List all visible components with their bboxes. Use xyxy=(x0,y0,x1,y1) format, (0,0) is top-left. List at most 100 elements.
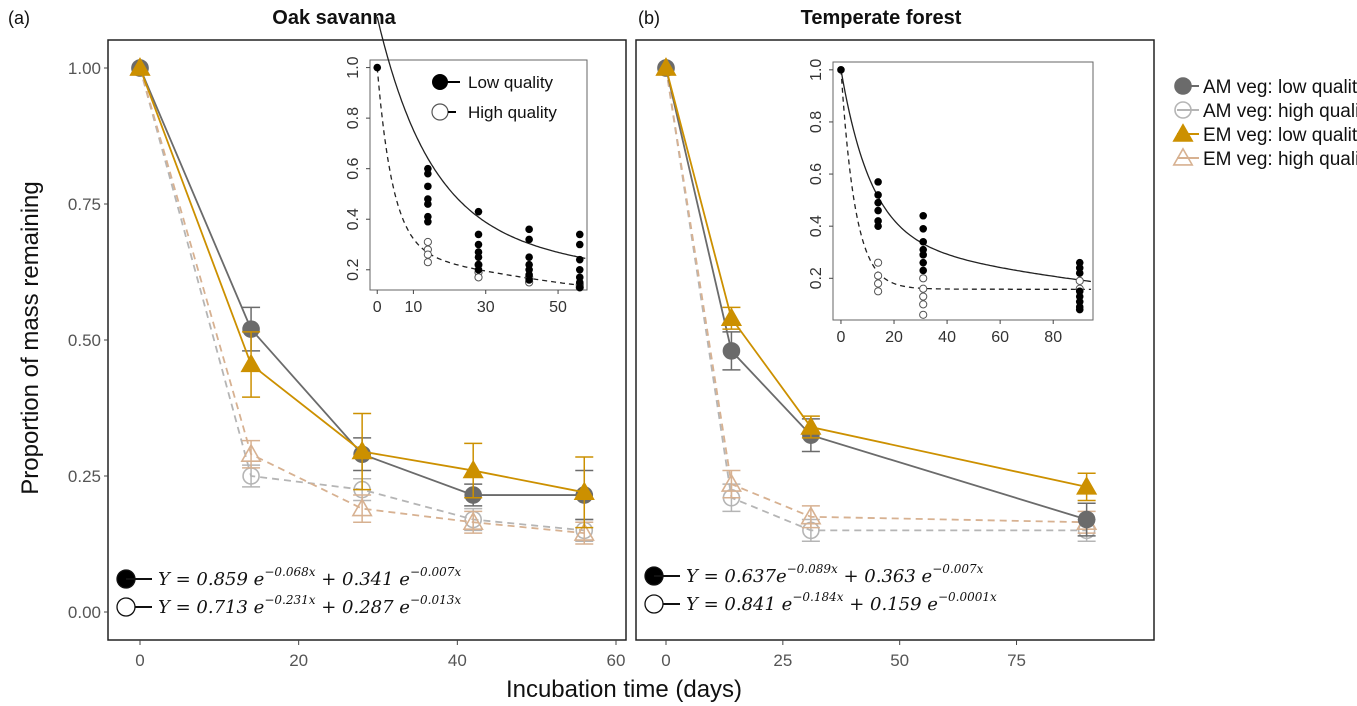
inset-high-point xyxy=(874,279,883,288)
inset-low-point xyxy=(919,238,928,246)
inset-low-fit-curve xyxy=(840,69,1091,283)
inset-low-point xyxy=(373,63,382,72)
inset-low-point xyxy=(474,240,483,249)
fit-equation: Y = 0.859 e−0.068x + 0.341 e−0.007x xyxy=(158,565,461,590)
legend-marker xyxy=(1172,147,1194,166)
equation-exponent: −0.007x xyxy=(410,565,461,579)
inset-low-point xyxy=(919,258,928,267)
inset-x-tick-label: 20 xyxy=(885,329,903,346)
inset-low-point xyxy=(474,207,483,216)
inset-y-tick-label: 0.6 xyxy=(345,157,362,179)
inset-low-point xyxy=(874,206,882,215)
inset-x-tick-label: 60 xyxy=(991,329,1009,346)
inset-high-point xyxy=(1075,276,1084,286)
inset-x-tick-label: 50 xyxy=(549,299,567,316)
x-tick-label: 25 xyxy=(773,651,792,670)
data-point xyxy=(351,440,373,460)
inset-y-tick-label: 0.4 xyxy=(808,215,825,237)
inset-low-point xyxy=(1075,258,1084,267)
panel-oak-savanna: (a) Oak savanna 0.000.250.500.751.00 0 20… xyxy=(8,7,627,670)
inset-y-tick-label: 0.2 xyxy=(808,267,825,289)
x-tick-label: 50 xyxy=(890,651,909,670)
inset-low-point xyxy=(424,182,432,191)
series-line xyxy=(665,67,1087,532)
legend-label: AM veg: low quality xyxy=(1203,77,1357,98)
panel-title: Temperate forest xyxy=(801,7,962,29)
inset-frame xyxy=(832,61,1094,321)
inset-x-tick-label: 40 xyxy=(938,329,956,346)
inset-low-point xyxy=(837,66,845,74)
inset-high-point xyxy=(874,287,883,296)
equation-prefix: Y = 0.637e xyxy=(686,566,787,587)
inset-low-fit-curve xyxy=(376,16,586,260)
inset-low-point xyxy=(575,240,584,249)
legend: AM veg: low quality AM veg: high quality E… xyxy=(1172,77,1357,170)
inset-legend-label: High quality xyxy=(468,103,557,122)
x-tick-label: 75 xyxy=(1007,651,1026,670)
data-point xyxy=(720,307,743,326)
inset-low-point xyxy=(1075,269,1084,277)
inset-high-point xyxy=(919,274,928,283)
series-layer xyxy=(655,57,1098,543)
inset-low-point xyxy=(919,251,928,259)
equation-prefix: Y = 0.859 e xyxy=(158,569,264,590)
inset-low-point xyxy=(919,245,928,254)
inset-low-point xyxy=(424,169,432,178)
legend-label: EM veg: low quality xyxy=(1203,125,1357,146)
panel-temperate-forest: (b) Temperate forest 0 25 50 75 0.20.40.60.… xyxy=(635,7,1155,670)
inset-low-point xyxy=(575,283,584,292)
inset-low-point xyxy=(424,217,432,226)
panel-label: (a) xyxy=(8,8,30,28)
data-point xyxy=(800,505,822,525)
y-axis-label: Proportion of mass remaining xyxy=(17,181,44,494)
legend-marker xyxy=(1174,77,1192,95)
panel-label: (b) xyxy=(638,8,660,28)
equation-middle: + 0.159 e xyxy=(844,594,938,615)
data-point xyxy=(351,497,373,517)
inset-high-point xyxy=(919,284,928,293)
inset-low-point xyxy=(1075,287,1084,296)
inset-low-point xyxy=(575,265,584,274)
equation-exponent: −0.007x xyxy=(932,562,983,576)
inset-low-point xyxy=(525,235,533,244)
inset-high-point xyxy=(874,271,883,280)
equation-exponent: −0.0001x xyxy=(938,590,997,604)
equations: Y = 0.637e−0.089x + 0.363 e−0.007x Y = 0.… xyxy=(644,562,997,615)
inset-y-tick-label: 0.4 xyxy=(345,208,362,230)
inset-y-tick-label: 0.8 xyxy=(808,111,825,133)
data-point xyxy=(800,416,822,435)
inset-high-point xyxy=(474,273,483,282)
fit-equation: Y = 0.841 e−0.184x + 0.159 e−0.0001x xyxy=(686,590,997,615)
data-point xyxy=(462,459,484,479)
inset-high-point xyxy=(423,237,432,247)
data-point xyxy=(720,473,743,492)
inset-low-point xyxy=(919,224,928,233)
legend-label: EM veg: high quality xyxy=(1203,149,1357,170)
inset-low-point xyxy=(1075,264,1084,272)
inset-high-fit-curve xyxy=(840,69,1091,291)
equation-exponent: −0.089x xyxy=(787,562,838,576)
equation-marker xyxy=(116,597,136,617)
y-tick-labels: 0.00 0.25 0.50 0.75 1.00 xyxy=(68,59,108,622)
equation-prefix: Y = 0.713 e xyxy=(158,597,264,618)
x-tick-label: 40 xyxy=(448,651,467,670)
inset-low-point xyxy=(874,217,882,225)
y-tick-label: 0.25 xyxy=(68,467,101,486)
data-point xyxy=(240,443,262,462)
equation-exponent: −0.184x xyxy=(792,590,843,604)
inset-y-tick-label: 0.8 xyxy=(345,107,362,129)
inset-y-tick-label: 1.0 xyxy=(345,56,362,78)
data-point xyxy=(573,522,595,541)
equation-middle: + 0.363 e xyxy=(838,566,932,587)
data-point xyxy=(722,342,741,360)
inset-low-point xyxy=(874,198,882,207)
inset-low-point xyxy=(474,230,483,239)
inset-high-point xyxy=(874,258,883,267)
equation-middle: + 0.287 e xyxy=(316,597,410,618)
legend-marker xyxy=(1172,123,1194,142)
x-tick-label: 0 xyxy=(135,651,144,670)
series-line xyxy=(139,67,585,535)
inset-low-point xyxy=(474,253,483,261)
data-point xyxy=(462,511,484,530)
